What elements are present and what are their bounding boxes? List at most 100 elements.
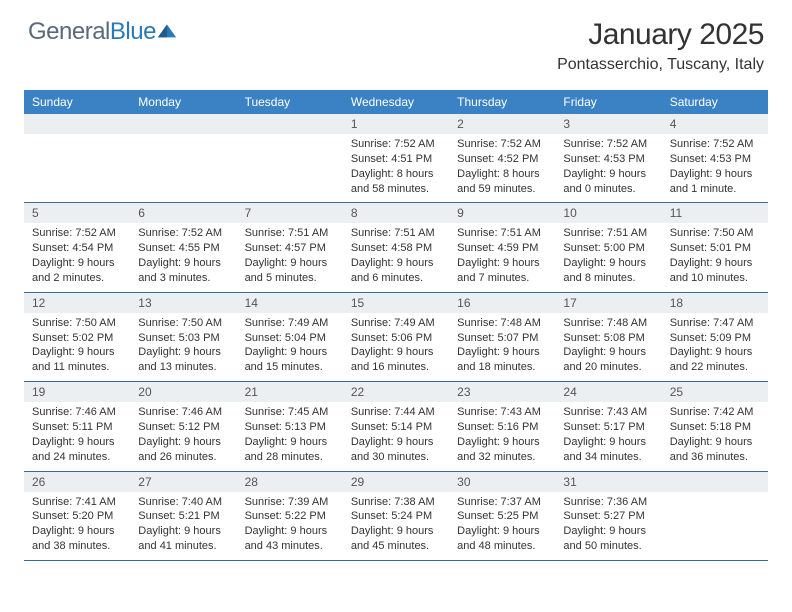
calendar: SundayMondayTuesdayWednesdayThursdayFrid… (24, 90, 768, 561)
sunset-line: Sunset: 5:03 PM (138, 331, 228, 346)
calendar-cell: 23Sunrise: 7:43 AMSunset: 5:16 PMDayligh… (449, 382, 555, 470)
day-header: Tuesday (237, 90, 343, 114)
calendar-cell: 22Sunrise: 7:44 AMSunset: 5:14 PMDayligh… (343, 382, 449, 470)
daylight-line: Daylight: 9 hours and 36 minutes. (670, 435, 760, 465)
calendar-cell: 30Sunrise: 7:37 AMSunset: 5:25 PMDayligh… (449, 472, 555, 560)
sunrise-line: Sunrise: 7:50 AM (32, 316, 122, 331)
daylight-line: Daylight: 9 hours and 16 minutes. (351, 345, 441, 375)
calendar-cell: 9Sunrise: 7:51 AMSunset: 4:59 PMDaylight… (449, 203, 555, 291)
daylight-line: Daylight: 9 hours and 26 minutes. (138, 435, 228, 465)
day-number: 28 (237, 472, 343, 492)
sunrise-line: Sunrise: 7:37 AM (457, 495, 547, 510)
day-number: 4 (662, 114, 768, 134)
day-number: 12 (24, 293, 130, 313)
sunrise-line: Sunrise: 7:36 AM (563, 495, 653, 510)
day-number: 7 (237, 203, 343, 223)
day-data: Sunrise: 7:50 AMSunset: 5:03 PMDaylight:… (130, 313, 236, 381)
calendar-cell: 7Sunrise: 7:51 AMSunset: 4:57 PMDaylight… (237, 203, 343, 291)
sunset-line: Sunset: 5:08 PM (563, 331, 653, 346)
day-number: 26 (24, 472, 130, 492)
day-data: Sunrise: 7:37 AMSunset: 5:25 PMDaylight:… (449, 492, 555, 560)
logo-text-blue: Blue (110, 18, 156, 45)
daylight-line: Daylight: 9 hours and 13 minutes. (138, 345, 228, 375)
day-data: Sunrise: 7:49 AMSunset: 5:06 PMDaylight:… (343, 313, 449, 381)
day-data: Sunrise: 7:43 AMSunset: 5:17 PMDaylight:… (555, 402, 661, 470)
sunrise-line: Sunrise: 7:52 AM (138, 226, 228, 241)
sunrise-line: Sunrise: 7:52 AM (32, 226, 122, 241)
day-data: Sunrise: 7:49 AMSunset: 5:04 PMDaylight:… (237, 313, 343, 381)
sunset-line: Sunset: 5:06 PM (351, 331, 441, 346)
day-data: Sunrise: 7:46 AMSunset: 5:12 PMDaylight:… (130, 402, 236, 470)
day-number: 20 (130, 382, 236, 402)
daylight-line: Daylight: 9 hours and 43 minutes. (245, 524, 335, 554)
calendar-cell: 1Sunrise: 7:52 AMSunset: 4:51 PMDaylight… (343, 114, 449, 202)
daylight-line: Daylight: 9 hours and 38 minutes. (32, 524, 122, 554)
sunrise-line: Sunrise: 7:43 AM (563, 405, 653, 420)
day-number: 13 (130, 293, 236, 313)
day-number: 8 (343, 203, 449, 223)
daylight-line: Daylight: 9 hours and 15 minutes. (245, 345, 335, 375)
calendar-cell: 18Sunrise: 7:47 AMSunset: 5:09 PMDayligh… (662, 293, 768, 381)
day-number: 18 (662, 293, 768, 313)
sunset-line: Sunset: 4:53 PM (563, 152, 653, 167)
day-data: Sunrise: 7:50 AMSunset: 5:02 PMDaylight:… (24, 313, 130, 381)
sunrise-line: Sunrise: 7:52 AM (457, 137, 547, 152)
day-number: 2 (449, 114, 555, 134)
day-data: Sunrise: 7:50 AMSunset: 5:01 PMDaylight:… (662, 223, 768, 291)
calendar-cell-empty (130, 114, 236, 202)
day-data: Sunrise: 7:47 AMSunset: 5:09 PMDaylight:… (662, 313, 768, 381)
sunrise-line: Sunrise: 7:40 AM (138, 495, 228, 510)
day-data: Sunrise: 7:52 AMSunset: 4:54 PMDaylight:… (24, 223, 130, 291)
day-data: Sunrise: 7:51 AMSunset: 4:59 PMDaylight:… (449, 223, 555, 291)
sunrise-line: Sunrise: 7:51 AM (457, 226, 547, 241)
calendar-cell: 13Sunrise: 7:50 AMSunset: 5:03 PMDayligh… (130, 293, 236, 381)
calendar-cell: 24Sunrise: 7:43 AMSunset: 5:17 PMDayligh… (555, 382, 661, 470)
day-data: Sunrise: 7:43 AMSunset: 5:16 PMDaylight:… (449, 402, 555, 470)
sunset-line: Sunset: 4:53 PM (670, 152, 760, 167)
day-data: Sunrise: 7:45 AMSunset: 5:13 PMDaylight:… (237, 402, 343, 470)
day-number: 30 (449, 472, 555, 492)
day-data: Sunrise: 7:52 AMSunset: 4:55 PMDaylight:… (130, 223, 236, 291)
sunset-line: Sunset: 5:22 PM (245, 509, 335, 524)
day-number (662, 472, 768, 492)
calendar-cell: 19Sunrise: 7:46 AMSunset: 5:11 PMDayligh… (24, 382, 130, 470)
logo-text-gray: General (28, 18, 110, 45)
daylight-line: Daylight: 9 hours and 3 minutes. (138, 256, 228, 286)
day-header-row: SundayMondayTuesdayWednesdayThursdayFrid… (24, 90, 768, 114)
day-data: Sunrise: 7:52 AMSunset: 4:53 PMDaylight:… (555, 134, 661, 202)
day-number: 15 (343, 293, 449, 313)
day-data: Sunrise: 7:44 AMSunset: 5:14 PMDaylight:… (343, 402, 449, 470)
daylight-line: Daylight: 9 hours and 24 minutes. (32, 435, 122, 465)
daylight-line: Daylight: 9 hours and 11 minutes. (32, 345, 122, 375)
day-data: Sunrise: 7:48 AMSunset: 5:07 PMDaylight:… (449, 313, 555, 381)
sunset-line: Sunset: 5:20 PM (32, 509, 122, 524)
daylight-line: Daylight: 9 hours and 5 minutes. (245, 256, 335, 286)
sunset-line: Sunset: 5:21 PM (138, 509, 228, 524)
daylight-line: Daylight: 9 hours and 2 minutes. (32, 256, 122, 286)
sunrise-line: Sunrise: 7:50 AM (138, 316, 228, 331)
sunset-line: Sunset: 5:24 PM (351, 509, 441, 524)
sunset-line: Sunset: 5:02 PM (32, 331, 122, 346)
sunrise-line: Sunrise: 7:52 AM (670, 137, 760, 152)
daylight-line: Daylight: 9 hours and 34 minutes. (563, 435, 653, 465)
daylight-line: Daylight: 9 hours and 32 minutes. (457, 435, 547, 465)
day-data: Sunrise: 7:51 AMSunset: 4:57 PMDaylight:… (237, 223, 343, 291)
calendar-cell: 21Sunrise: 7:45 AMSunset: 5:13 PMDayligh… (237, 382, 343, 470)
sunrise-line: Sunrise: 7:51 AM (563, 226, 653, 241)
sunset-line: Sunset: 5:01 PM (670, 241, 760, 256)
sunrise-line: Sunrise: 7:44 AM (351, 405, 441, 420)
sunrise-line: Sunrise: 7:46 AM (138, 405, 228, 420)
day-data: Sunrise: 7:52 AMSunset: 4:52 PMDaylight:… (449, 134, 555, 202)
calendar-cell: 2Sunrise: 7:52 AMSunset: 4:52 PMDaylight… (449, 114, 555, 202)
day-number: 17 (555, 293, 661, 313)
sunset-line: Sunset: 5:27 PM (563, 509, 653, 524)
sunrise-line: Sunrise: 7:47 AM (670, 316, 760, 331)
day-number: 24 (555, 382, 661, 402)
week-row: 19Sunrise: 7:46 AMSunset: 5:11 PMDayligh… (24, 382, 768, 471)
sunset-line: Sunset: 5:04 PM (245, 331, 335, 346)
weeks-container: 1Sunrise: 7:52 AMSunset: 4:51 PMDaylight… (24, 114, 768, 561)
calendar-cell: 8Sunrise: 7:51 AMSunset: 4:58 PMDaylight… (343, 203, 449, 291)
calendar-cell: 12Sunrise: 7:50 AMSunset: 5:02 PMDayligh… (24, 293, 130, 381)
day-number: 9 (449, 203, 555, 223)
sunrise-line: Sunrise: 7:51 AM (351, 226, 441, 241)
